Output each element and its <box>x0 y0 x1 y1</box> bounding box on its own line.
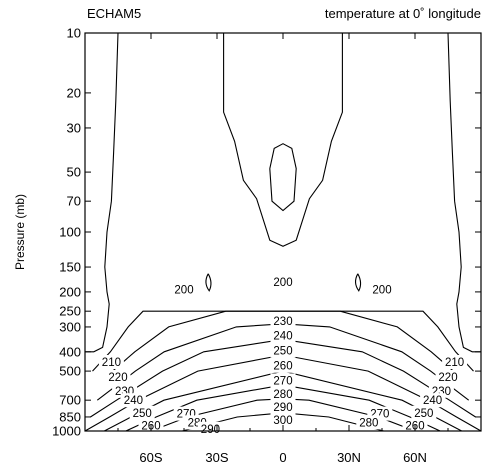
contour-line-200-closed <box>269 143 297 212</box>
y-tick-label: 300 <box>59 319 81 334</box>
contour-label: 200 <box>372 285 391 297</box>
contour-label-bg <box>171 282 197 297</box>
contour-label-bg <box>270 387 296 402</box>
contour-label-bg <box>105 369 131 384</box>
contour-label: 290 <box>201 424 220 436</box>
y-tick-label: 100 <box>59 225 81 240</box>
contour-label: 280 <box>273 389 292 401</box>
x-tick-label: 60S <box>139 450 162 465</box>
x-axis: 60S 30S 0 30N 60N <box>117 33 449 465</box>
x-tick-label: 30S <box>205 450 228 465</box>
contour-label: 220 <box>438 372 457 384</box>
contour-label-bg <box>435 369 461 384</box>
contour-label: 210 <box>102 357 121 369</box>
chart-title-left: ECHAM5 <box>87 6 141 21</box>
contour-label-bg <box>98 354 124 369</box>
y-tick-label: 50 <box>67 165 81 180</box>
contour-label: 200 <box>174 285 193 297</box>
y-tick-label: 150 <box>59 260 81 275</box>
y-tick-label: 200 <box>59 284 81 299</box>
contour-label: 260 <box>273 361 292 373</box>
contour-label-bg <box>270 274 296 289</box>
contour-label: 250 <box>133 408 152 420</box>
contour-label-bg <box>442 354 468 369</box>
y-axis: 1020305070100150200250300400500700850100… <box>52 26 481 439</box>
contour-label-bg <box>270 412 296 427</box>
contour-label-bg <box>270 399 296 414</box>
contour-label-bg <box>120 393 146 408</box>
x-tick-label: 30N <box>337 450 361 465</box>
contour-label: 240 <box>273 331 292 343</box>
contour-label: 280 <box>359 417 378 429</box>
contour-label: 220 <box>108 372 127 384</box>
contour-label: 270 <box>273 375 292 387</box>
y-tick-label: 400 <box>59 344 81 359</box>
y-tick-label: 850 <box>59 409 81 424</box>
contour-label: 240 <box>423 395 442 407</box>
x-tick-label: 0 <box>279 450 286 465</box>
y-tick-label: 500 <box>59 364 81 379</box>
contour-label-bg <box>270 313 296 328</box>
contour-labels: 2002002002302402502602702802903002102202… <box>98 274 468 436</box>
contour-label-bg <box>270 358 296 373</box>
contour-line-200-cell <box>355 273 362 292</box>
contour-label: 230 <box>273 316 292 328</box>
contour-label-bg <box>129 405 155 420</box>
contour-line-200-equatorial <box>223 33 343 247</box>
contour-label-bg <box>270 343 296 358</box>
contour-label-bg <box>270 328 296 343</box>
contour-label-bg <box>369 282 395 297</box>
y-tick-label: 30 <box>67 120 81 135</box>
contour-label-bg <box>411 405 437 420</box>
contour-line-220 <box>112 310 454 372</box>
y-tick-label: 10 <box>67 26 81 41</box>
contour-label: 210 <box>445 357 464 369</box>
x-tick-label: 60N <box>403 450 427 465</box>
contour-label-bg <box>270 373 296 388</box>
y-tick-label: 20 <box>67 85 81 100</box>
y-tick-label: 700 <box>59 393 81 408</box>
contour-label-bg <box>356 415 382 430</box>
contour-label: 300 <box>273 415 292 427</box>
y-tick-label: 250 <box>59 304 81 319</box>
y-axis-label: Pressure (mb) <box>13 194 27 270</box>
contour-line-200-polar <box>85 32 119 353</box>
contour-label: 250 <box>414 408 433 420</box>
contour-label: 200 <box>273 277 292 289</box>
contour-label: 250 <box>273 346 292 358</box>
contour-label-bg <box>420 393 446 408</box>
chart-title-right: temperature at 0˚ longitude <box>325 6 481 21</box>
contour-line-200-polar <box>447 32 481 353</box>
y-tick-label: 1000 <box>52 424 81 439</box>
contour-line-200-cell <box>205 273 212 292</box>
contour-label: 240 <box>124 395 143 407</box>
contour-label: 290 <box>273 402 292 414</box>
y-tick-label: 70 <box>67 194 81 209</box>
